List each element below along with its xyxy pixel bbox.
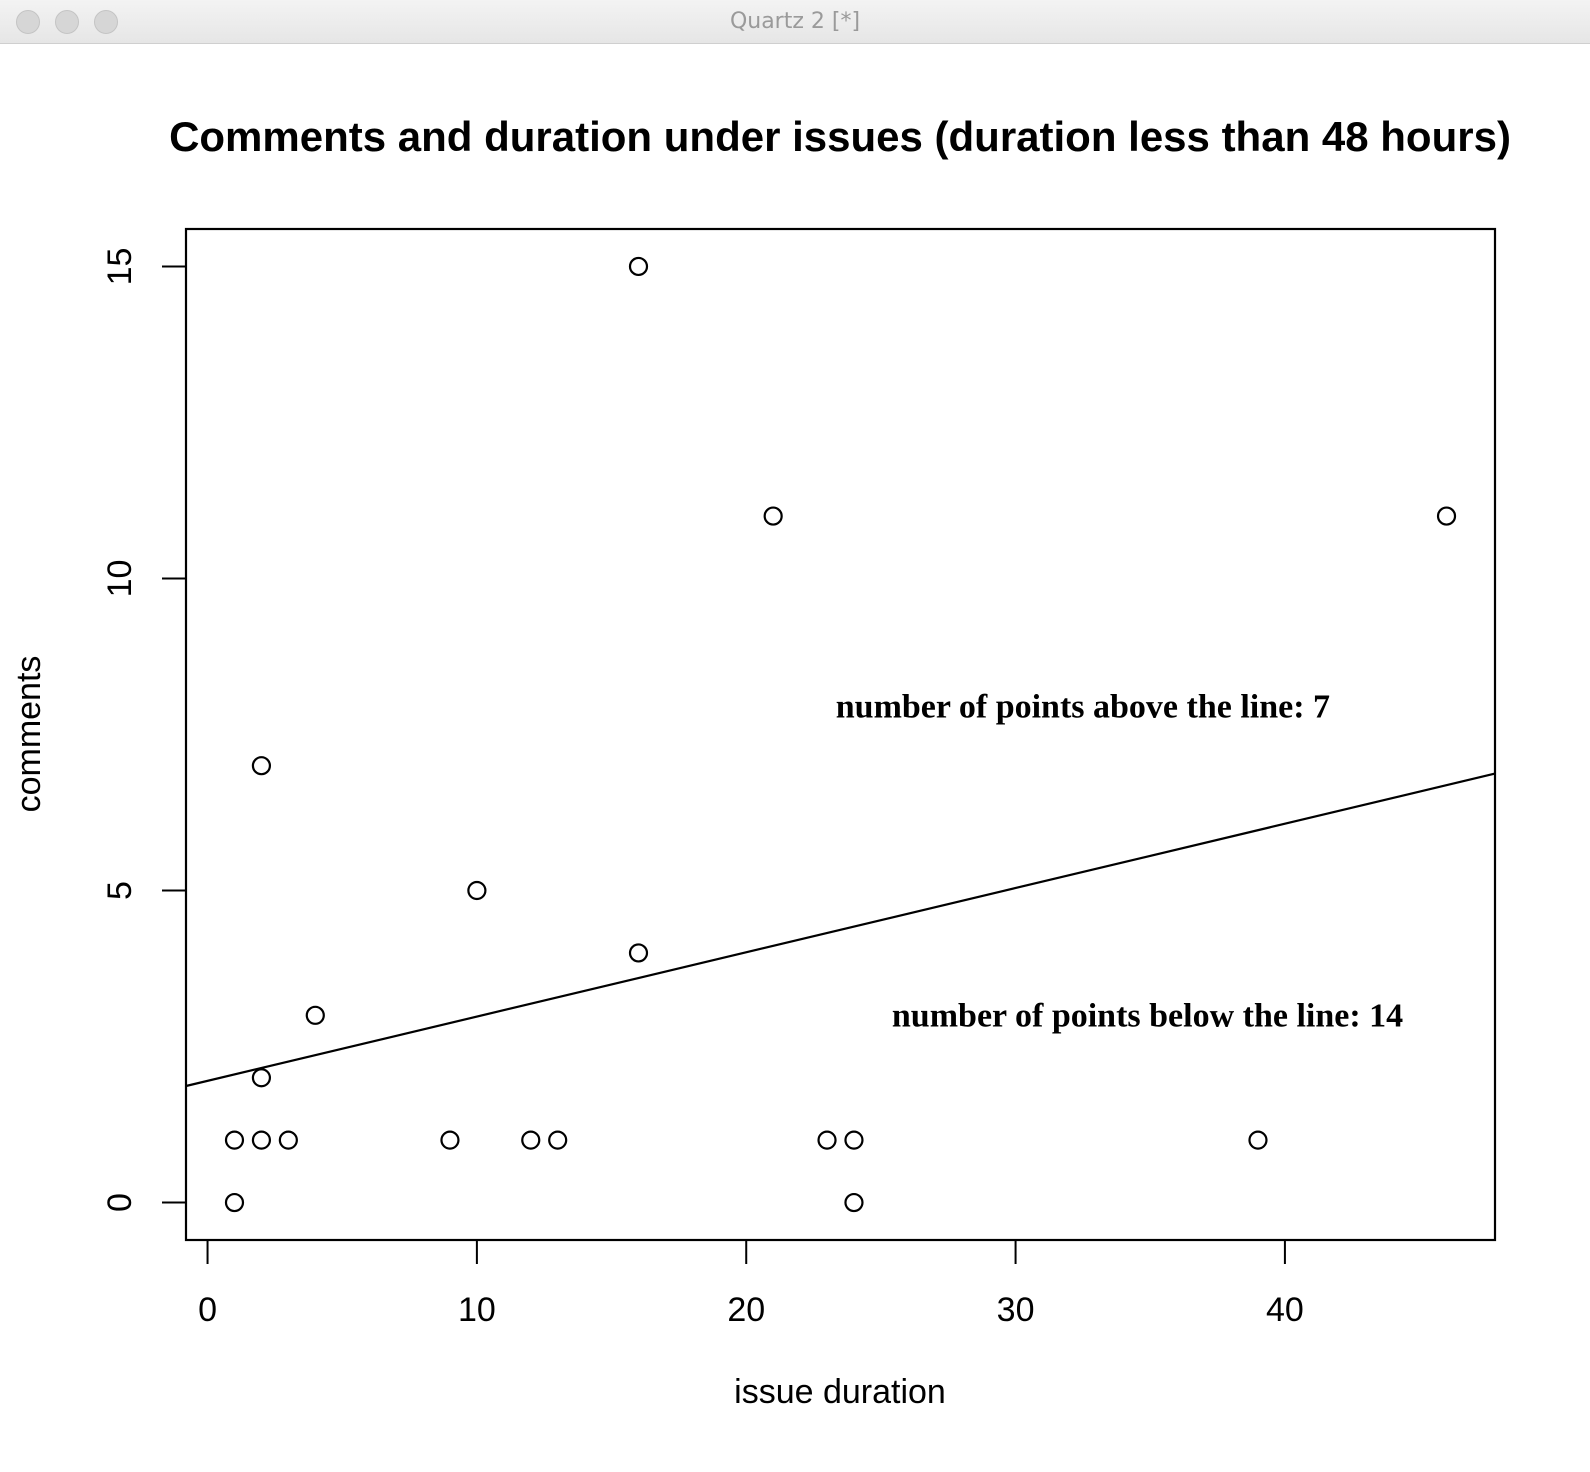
plot-frame (184, 227, 1497, 1242)
x-tick-label: 10 (458, 1291, 496, 1329)
data-point (224, 1130, 245, 1150)
regression-line (185, 772, 1496, 1088)
x-axis: 0 10 20 30 40 (198, 1239, 1304, 1329)
annotation-text: number of points above the line: 7 (836, 688, 1330, 725)
data-point (251, 1068, 272, 1088)
y-tick-label: 10 (101, 560, 139, 598)
window-titlebar: Quartz 2 [*] (0, 0, 1590, 44)
data-point (251, 756, 272, 776)
chart-title: Comments and duration under issues (dura… (169, 113, 1511, 160)
x-tick-label: 40 (1266, 1291, 1304, 1329)
y-tick-label: 5 (101, 881, 139, 900)
close-window-button[interactable] (16, 10, 40, 34)
minimize-window-button[interactable] (55, 10, 79, 34)
data-point (844, 1130, 864, 1150)
scatter-chart: Comments and duration under issues (dura… (10, 113, 1511, 1411)
data-point (521, 1130, 541, 1150)
x-tick-label: 0 (198, 1291, 217, 1329)
data-point (844, 1192, 864, 1213)
data-point (763, 506, 783, 526)
data-point (224, 1192, 245, 1213)
data-point (467, 880, 487, 901)
data-point (305, 1005, 325, 1025)
x-tick-label: 20 (727, 1291, 765, 1329)
y-axis: 0 5 10 15 (101, 248, 187, 1212)
data-point (628, 256, 649, 277)
window-title: Quartz 2 [*] (729, 9, 861, 34)
data-point (628, 943, 649, 963)
data-point (251, 1130, 272, 1150)
y-tick-label: 15 (101, 248, 139, 286)
data-point (1436, 506, 1457, 526)
data-point (278, 1130, 298, 1150)
zoom-window-button[interactable] (94, 10, 118, 34)
data-point (440, 1130, 460, 1150)
x-tick-label: 30 (997, 1291, 1035, 1329)
x-axis-label: issue duration (734, 1373, 946, 1411)
annotation-text: number of points below the line: 14 (892, 997, 1403, 1034)
y-axis-label: comments (10, 656, 48, 813)
y-tick-label: 0 (101, 1193, 139, 1212)
data-point (1248, 1130, 1268, 1150)
data-points (224, 256, 1457, 1213)
annotations: number of points above the line: 7 number… (836, 688, 1403, 1034)
data-point (548, 1130, 568, 1150)
data-point (817, 1130, 837, 1150)
